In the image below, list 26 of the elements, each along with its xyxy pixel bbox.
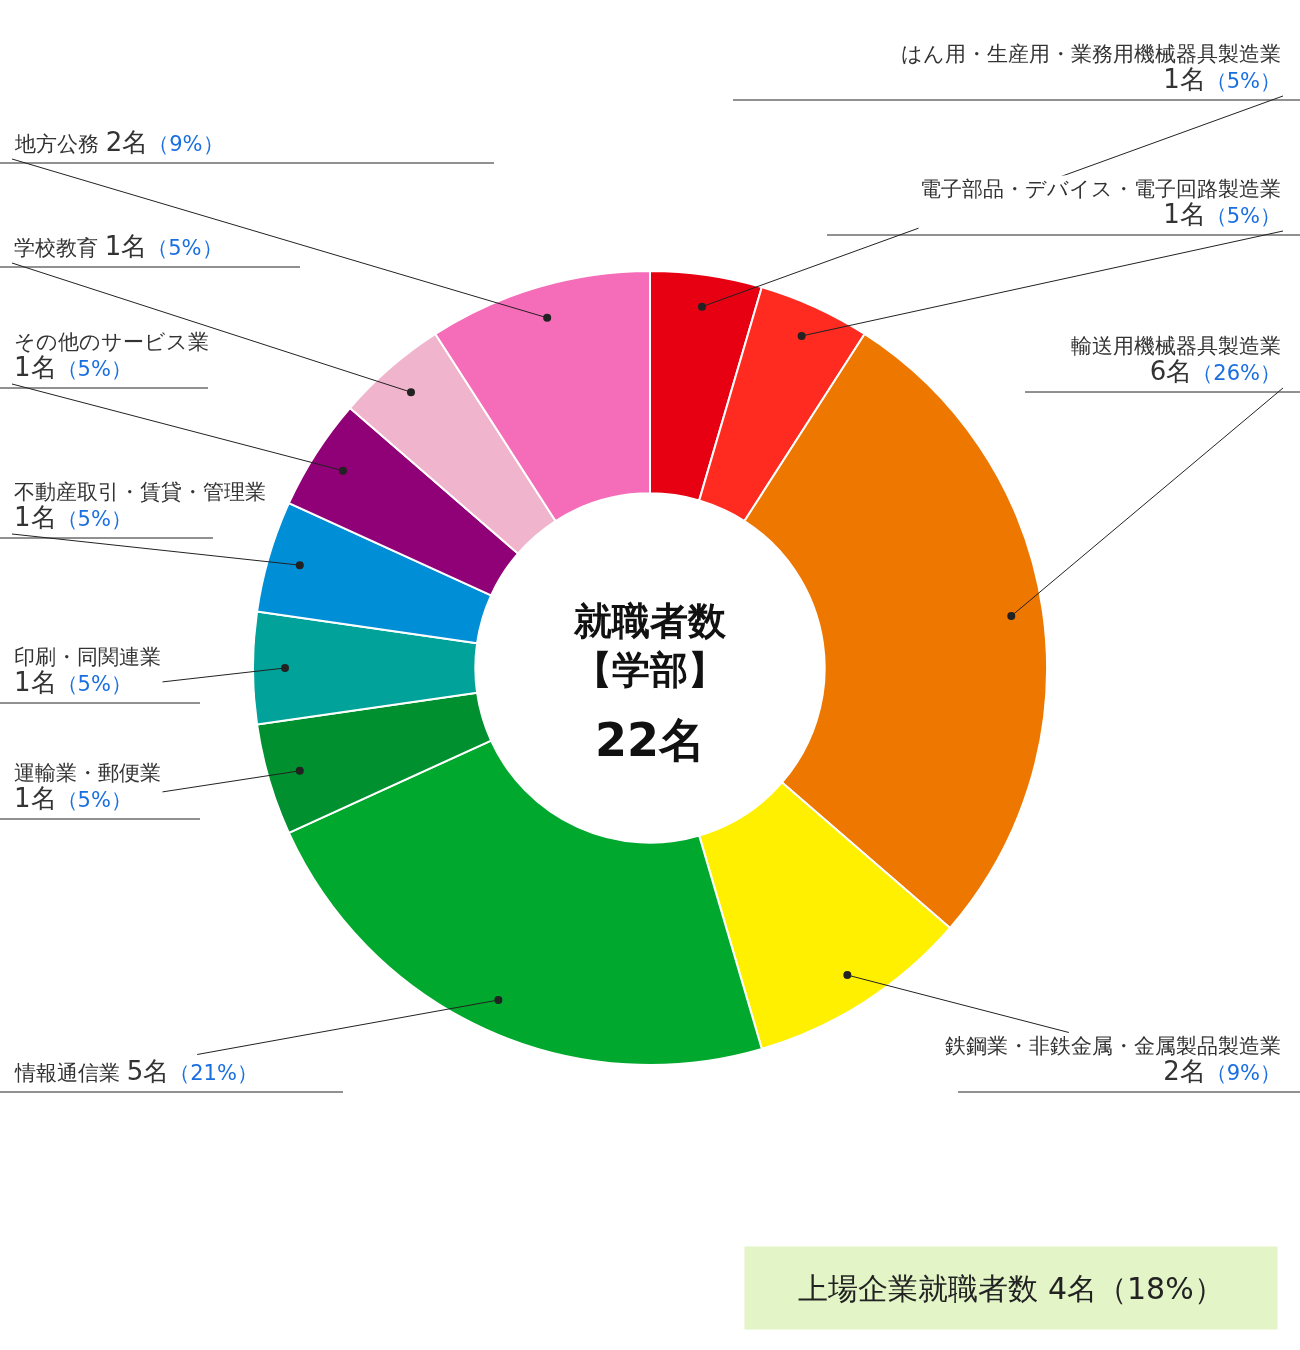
data-label: 1名（5%）: [14, 502, 132, 533]
text: 22名: [595, 713, 706, 767]
slice-label: 不動産取引・賃貸・管理業: [14, 480, 266, 504]
slice-label: はん用・生産用・業務用機械器具製造業: [901, 42, 1281, 66]
data-label: 1名（5%）: [1163, 199, 1281, 230]
data-label: 6名（26%）: [1149, 356, 1281, 387]
slice-label: 情報通信業: [15, 1061, 120, 1085]
slice-label: 学校教育: [14, 236, 98, 260]
slice-label: その他のサービス業: [14, 330, 209, 354]
data-label: 1名（5%）: [14, 783, 132, 814]
data-label: 1名（5%）: [104, 231, 223, 261]
text: 上場企業就職者数 4名（18%）: [798, 1270, 1224, 1306]
data-label: 1名（5%）: [1163, 64, 1281, 95]
text: 【学部】: [574, 648, 726, 693]
data-label: 2名（9%）: [105, 127, 224, 157]
slice-label: 運輸業・郵便業: [14, 761, 161, 785]
data-label: 5名（21%）: [126, 1056, 258, 1086]
data-label: 1名（5%）: [14, 667, 132, 698]
slice-label: 印刷・同関連業: [14, 645, 161, 669]
slice-label: 地方公務: [15, 132, 99, 156]
slice-label: 電子部品・デバイス・電子回路製造業: [920, 177, 1281, 201]
text: 就職者数: [573, 599, 727, 643]
slice-label: 輸送用機械器具製造業: [1071, 334, 1281, 358]
slice-label: 鉄鋼業・非鉄金属・金属製品製造業: [945, 1034, 1281, 1058]
data-label: 2名（9%）: [1163, 1056, 1281, 1087]
data-label: 1名（5%）: [14, 352, 132, 383]
